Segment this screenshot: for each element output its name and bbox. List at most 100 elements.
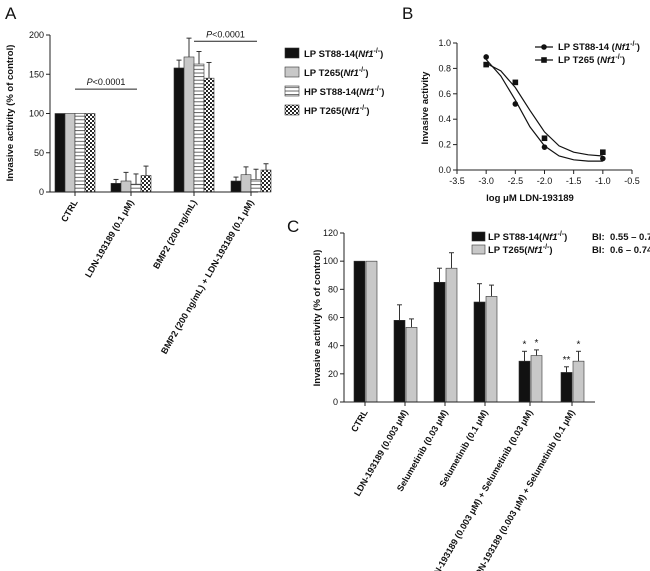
panel-a-legend-label-label: LP T265(	[304, 68, 344, 79]
panel-label-a: A	[5, 4, 17, 23]
panel-c-bar	[353, 260, 366, 403]
panel-c-bar	[572, 360, 585, 403]
panel-c-y-tick-label: 20	[328, 369, 338, 379]
panel-a-bar	[260, 169, 272, 193]
panel-a-bar	[110, 183, 122, 193]
panel-a-bar	[54, 113, 66, 193]
panel-a-legend-label: HP ST88-14(Nf1-/-)	[304, 86, 384, 98]
panel-a-bar	[230, 180, 242, 193]
panel-a-legend-swatch	[284, 47, 300, 59]
panel-c-legend-label-label: LP ST88-14(	[488, 232, 543, 243]
panel-c-x-tick-label: CTRL	[349, 408, 370, 434]
panel-b-point-circle	[600, 155, 606, 162]
panel-a-bar	[203, 77, 215, 193]
panel-b-point-square	[600, 149, 606, 156]
panel-a-legend-label-label: LP ST88-14(	[304, 49, 359, 60]
significance-label: P<0.0001	[87, 77, 126, 87]
panel-label-b: B	[402, 4, 413, 23]
panel-c-bar	[560, 372, 573, 403]
panel-b-legend-label-gene: Nf1	[615, 42, 630, 53]
panel-c-significance-star: **	[563, 355, 571, 366]
panel-a-legend-label-close: )	[366, 106, 369, 117]
panel-a-legend-label-sup: -/-	[359, 67, 366, 74]
panel-c-legend-swatch	[471, 244, 486, 255]
panel-a-bar	[183, 56, 195, 193]
panel-a-y-tick-label: 200	[29, 30, 44, 40]
panel-c-y-tick-label: 60	[328, 313, 338, 323]
panel-c-bar	[405, 327, 418, 403]
chart-panel-a: Invasive activity (% of control) 0 50 100 1…	[5, 29, 384, 355]
panel-b-x-tick-label: -2.0	[537, 176, 553, 186]
panel-a-bar	[120, 180, 132, 193]
panel-c-bar	[365, 260, 378, 403]
panel-b-y-tick-label: 0.0	[438, 165, 451, 175]
panel-a-x-tick-label: BMP2 (200 ng/mL) + LDN-193189 (0.1 μM)	[159, 198, 256, 356]
panel-b-fit-curve	[485, 62, 603, 157]
panel-a-legend-label-label: HP ST88-14(	[304, 87, 360, 98]
panel-b-y-tick-label: 1.0	[438, 38, 451, 48]
panel-c-legend-swatch	[471, 231, 486, 242]
panel-a-legend-label-close: )	[365, 68, 368, 79]
panel-b-legend-label: LP ST88-14 (Nf1-/-)	[558, 41, 640, 53]
panel-c-bar	[473, 301, 486, 403]
panel-b-legend-label-sup: -/-	[615, 54, 622, 61]
panel-a-legend-label-gene: Nf1	[344, 106, 359, 117]
panel-a-x-tick-label: CTRL	[59, 198, 80, 224]
panel-c-legend-label: LP ST88-14(Nf1-/-)	[488, 231, 567, 243]
panel-b-legend-label-sup: -/-	[630, 41, 637, 48]
significance-value: <0.0001	[93, 77, 126, 87]
panel-c-legend-label-sup: -/-	[543, 244, 550, 251]
panel-a-legend-label-gene: Nf1	[359, 87, 374, 98]
panel-c-bar	[433, 281, 446, 403]
panel-c-y-tick-label: 40	[328, 341, 338, 351]
panel-c-bar	[393, 320, 406, 403]
panel-b-x-tick-label: -0.5	[624, 176, 640, 186]
panel-c-bar	[530, 355, 543, 403]
panel-b-x-tick-label: -3.0	[478, 176, 494, 186]
panel-c-legend-label: LP T265(Nf1-/-)	[488, 244, 553, 256]
panel-c-bi-label: BI:	[592, 245, 605, 256]
panel-a-y-tick-label: 100	[29, 109, 44, 119]
panel-c-legend-label-close: )	[549, 245, 552, 256]
panel-c-significance-star: *	[535, 338, 539, 349]
panel-b-point-square	[541, 135, 548, 142]
panel-a-bar	[240, 174, 252, 193]
panel-c-bi-value: 0.6 – 0.74	[610, 245, 650, 256]
panel-b-legend-label-close: )	[637, 42, 640, 53]
panel-b-point-circle	[541, 144, 548, 150]
panel-b-x-axis-label: log μM LDN-193189	[486, 193, 574, 204]
panel-a-legend-swatch	[284, 66, 300, 78]
panel-b-point-circle	[512, 101, 519, 107]
panel-b-x-tick-label: -2.5	[508, 176, 524, 186]
panel-b-y-tick-label: 0.4	[438, 114, 451, 124]
panel-a-legend-swatch	[284, 104, 300, 116]
panel-b-legend-label: LP T265 (Nf1-/-)	[558, 54, 625, 66]
panel-c-legend-label-close: )	[564, 232, 567, 243]
panel-a-y-tick-label: 0	[39, 187, 44, 197]
chart-panel-c: Invasive activity (% of control) 0 20 40 60…	[312, 228, 650, 571]
panel-c-y-tick-label: 100	[323, 256, 338, 266]
panel-c-bi-label: BI:	[592, 232, 605, 243]
panel-a-bar	[64, 113, 76, 193]
panel-b-legend-label-close: )	[622, 55, 625, 66]
panel-c-legend-label-sup: -/-	[558, 231, 565, 238]
panel-b-x-tick-label: -1.0	[595, 176, 611, 186]
panel-a-legend-swatch	[284, 85, 300, 97]
panel-a-legend-label-close: )	[380, 49, 383, 60]
panel-b-point-square	[512, 79, 519, 86]
panel-c-significance-star: *	[577, 339, 581, 350]
panel-c-bar	[485, 296, 498, 403]
panel-c-y-axis-label: Invasive activity (% of control)	[312, 250, 323, 387]
panel-b-y-axis-label: Invasive activity	[420, 71, 431, 145]
panel-c-bi-value: 0.55 – 0.7	[610, 232, 650, 243]
panel-c-legend-label-gene: Nf1	[542, 232, 557, 243]
panel-a-y-axis-label: Invasive activity (% of control)	[5, 45, 16, 182]
panel-a-legend-label: LP T265(Nf1-/-)	[304, 67, 369, 79]
significance-label: P<0.0001	[206, 29, 245, 39]
significance-value: <0.0001	[212, 29, 245, 39]
panel-a-legend-label-sup: -/-	[360, 105, 367, 112]
panel-c-bar	[518, 360, 531, 403]
panel-a-legend-label-sup: -/-	[375, 86, 382, 93]
panel-c-legend-label-label: LP T265(	[488, 245, 528, 256]
